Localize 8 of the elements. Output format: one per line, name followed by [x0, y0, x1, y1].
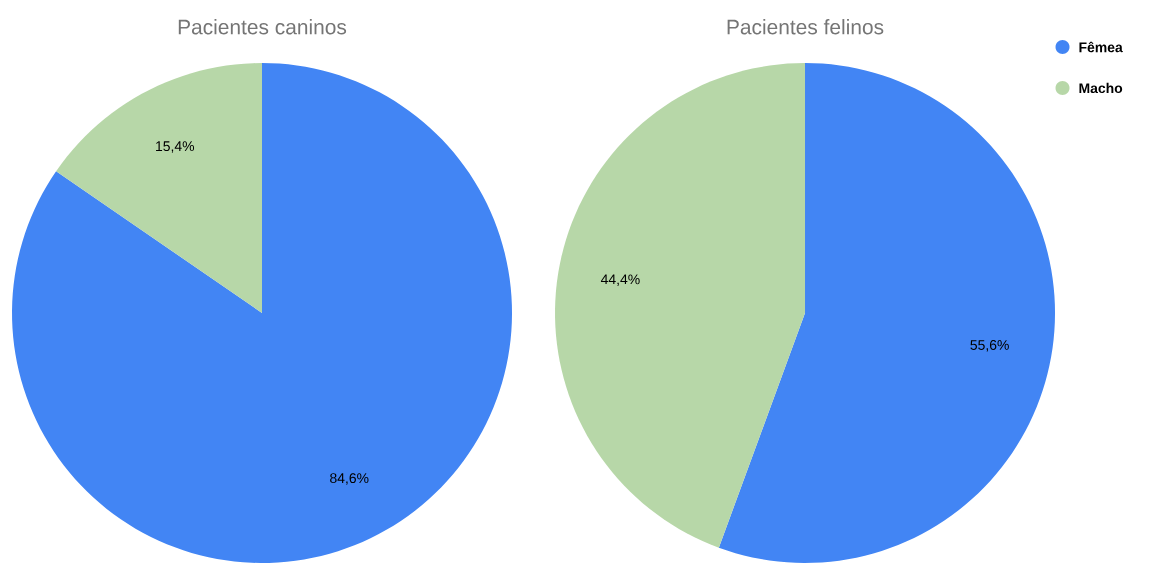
chart-title: Pacientes felinos — [727, 19, 884, 35]
data-label: 44,4% — [600, 274, 640, 286]
data-label: 55,6% — [970, 340, 1009, 352]
data-label: 15,4% — [156, 141, 195, 153]
data-label: 84,6% — [330, 473, 369, 485]
legend-label: Macho — [1079, 82, 1123, 94]
legend-label: Fêmea — [1079, 41, 1123, 53]
chart-title: Pacientes caninos — [178, 19, 347, 35]
